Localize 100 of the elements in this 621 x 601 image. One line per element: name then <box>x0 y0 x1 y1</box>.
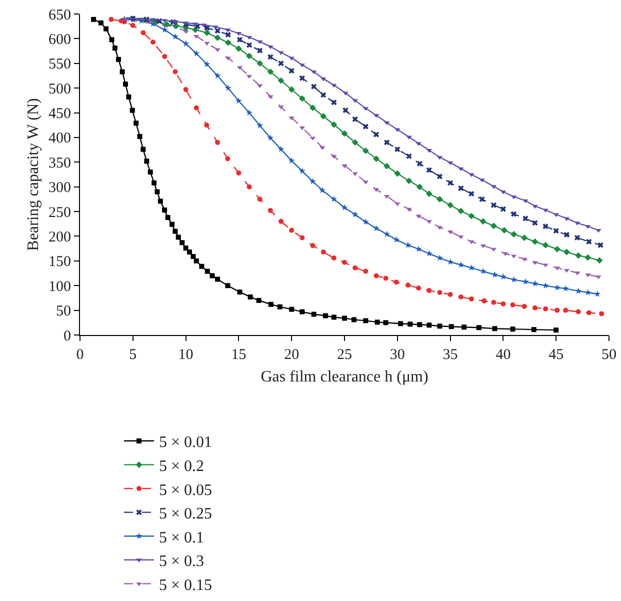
point <box>500 273 507 280</box>
point <box>267 68 274 76</box>
point <box>554 246 560 252</box>
x-tick-label: 0 <box>76 347 84 363</box>
point <box>331 154 337 159</box>
point <box>406 153 412 160</box>
point <box>199 264 204 269</box>
point <box>500 206 506 212</box>
point <box>426 288 432 294</box>
point <box>532 220 538 226</box>
point <box>268 45 274 50</box>
point <box>172 33 179 40</box>
y-tick-label: 350 <box>48 155 71 172</box>
point <box>204 42 210 46</box>
point <box>563 248 570 256</box>
point <box>404 242 412 248</box>
point <box>331 84 337 88</box>
point <box>468 296 474 302</box>
point <box>180 240 185 246</box>
point <box>394 202 400 206</box>
point <box>426 190 432 198</box>
point <box>384 140 390 146</box>
point <box>462 324 467 330</box>
point <box>224 39 232 46</box>
point <box>598 242 604 248</box>
point <box>299 75 305 82</box>
point <box>257 48 263 54</box>
point <box>130 22 136 28</box>
point <box>331 255 336 260</box>
point <box>246 52 253 60</box>
point <box>278 218 284 224</box>
x-tick-label: 15 <box>231 347 246 363</box>
point <box>98 20 104 26</box>
point <box>310 243 316 248</box>
point <box>500 301 506 306</box>
point <box>300 235 305 240</box>
point <box>134 120 139 126</box>
point <box>426 322 432 328</box>
point <box>542 224 548 230</box>
x-axis-title: Gas film clearance h (μm) <box>260 368 428 386</box>
point <box>215 140 220 145</box>
point <box>491 300 496 305</box>
point <box>490 222 497 230</box>
point <box>596 257 603 264</box>
point <box>553 228 559 234</box>
y-tick-label: 300 <box>48 180 71 196</box>
point <box>501 227 508 234</box>
point <box>363 318 368 324</box>
point <box>383 230 390 238</box>
point <box>342 260 347 265</box>
point <box>288 86 295 93</box>
x-tick-label: 30 <box>390 347 405 363</box>
point <box>162 208 168 213</box>
point <box>330 121 338 128</box>
point <box>522 278 529 284</box>
y-tick-label: 400 <box>48 130 71 147</box>
point <box>109 37 114 42</box>
point <box>311 84 317 90</box>
point <box>214 28 220 34</box>
point <box>225 32 231 38</box>
point <box>268 208 273 214</box>
point <box>140 30 146 36</box>
point <box>148 170 153 175</box>
point <box>137 134 142 139</box>
point <box>532 238 538 245</box>
point <box>268 54 274 60</box>
point <box>510 211 517 217</box>
point <box>448 324 454 330</box>
point <box>176 234 181 240</box>
point <box>436 196 443 202</box>
point <box>352 211 358 218</box>
point <box>522 216 528 222</box>
point <box>417 322 422 328</box>
point <box>204 30 210 36</box>
point <box>542 208 548 213</box>
point <box>277 304 282 310</box>
x-tick-label: 45 <box>548 347 564 363</box>
point <box>341 204 348 210</box>
point <box>447 202 454 208</box>
point <box>183 246 188 251</box>
point <box>158 198 163 204</box>
point <box>510 326 516 332</box>
point <box>599 311 604 316</box>
point <box>576 309 581 314</box>
point <box>204 268 210 274</box>
point <box>268 302 274 307</box>
point <box>320 250 326 255</box>
point <box>374 320 380 325</box>
point <box>373 132 380 138</box>
point <box>187 250 192 255</box>
point <box>426 250 432 256</box>
point <box>341 130 348 137</box>
point <box>383 276 388 281</box>
legend-label: 5 × 0.05 <box>159 482 212 499</box>
point <box>482 298 487 304</box>
x-tick-label: 5 <box>129 347 137 363</box>
point <box>596 275 602 280</box>
point <box>170 222 175 227</box>
point <box>236 170 242 176</box>
legend-label: 5 × 0.01 <box>159 434 212 452</box>
